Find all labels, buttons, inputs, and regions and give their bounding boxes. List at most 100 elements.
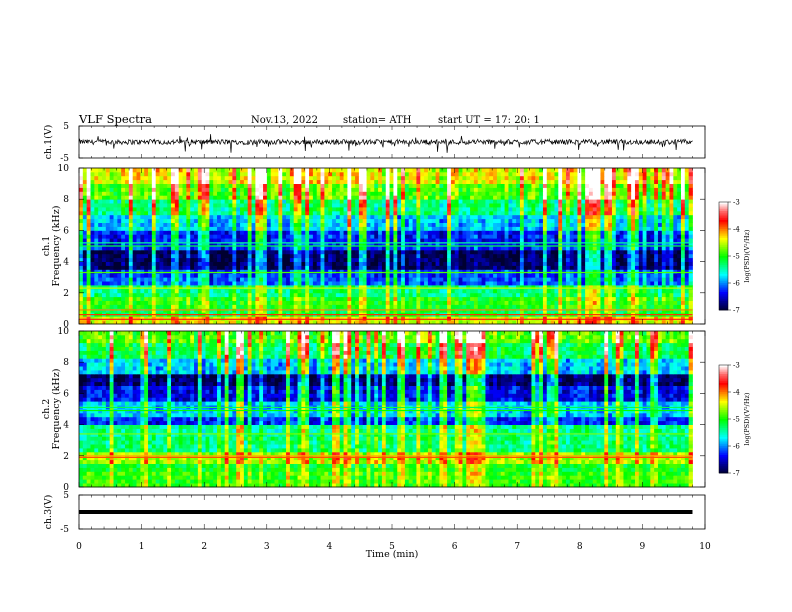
ch1-spectrogram-cell bbox=[408, 300, 413, 305]
ch1-spectrogram-cell bbox=[615, 288, 621, 294]
ch1-spectrogram-cell bbox=[247, 218, 252, 223]
ch1-spectrogram-cell bbox=[320, 203, 325, 208]
ch1-spectrogram-cell bbox=[458, 249, 463, 255]
ch1-spectrogram-cell bbox=[577, 281, 582, 286]
ch1-spectrogram-cell bbox=[182, 273, 187, 278]
ch1-spectrogram-cell bbox=[370, 261, 375, 266]
ch1-spectrogram-cell bbox=[565, 210, 571, 216]
ch1-spectrogram-cell bbox=[680, 230, 686, 235]
ch1-spectrogram-cell bbox=[301, 257, 306, 262]
ch1-spectrogram-cell bbox=[558, 277, 563, 282]
ch1-spectrogram-cell bbox=[343, 249, 348, 255]
ch1-spectrogram-cell bbox=[477, 269, 482, 274]
ch1-spectrogram-cell bbox=[661, 230, 667, 235]
ch1-spectrogram-cell bbox=[608, 261, 613, 266]
ch1-spectrogram-cell bbox=[588, 249, 594, 255]
ch1-spectrogram-cell bbox=[151, 230, 157, 235]
ch1-spectrogram-cell bbox=[427, 292, 433, 298]
ch1-spectrogram-cell bbox=[523, 316, 528, 321]
ch1-spectrogram-cell bbox=[286, 273, 291, 278]
ch1-spectrogram-cell bbox=[362, 285, 367, 290]
ch1-spectrogram-cell bbox=[608, 214, 613, 220]
ch1-spectrogram-cell bbox=[558, 249, 563, 255]
ch1-spectrogram-cell bbox=[328, 265, 333, 270]
ch1-spectrogram-cell bbox=[178, 288, 183, 294]
ch1-spectrogram-cell bbox=[585, 214, 590, 220]
ch1-spectrogram-cell bbox=[374, 300, 379, 305]
ch1-spectrogram-cell bbox=[263, 253, 268, 259]
ch1-spectrogram-cell bbox=[535, 304, 540, 309]
ch1-spectrogram-cell bbox=[247, 288, 252, 294]
ch1-spectrogram-cell bbox=[573, 222, 578, 227]
ch1-spectrogram-cell bbox=[309, 246, 314, 251]
ch1-spectrogram-cell bbox=[573, 281, 578, 286]
ch1-spectrogram-cell bbox=[125, 242, 130, 247]
ch1-spectrogram-cell bbox=[496, 300, 502, 305]
ch1-spectrogram-cell bbox=[611, 269, 617, 274]
ch1-spectrogram-cell bbox=[270, 285, 275, 290]
ch1-spectrogram-cell bbox=[144, 261, 149, 266]
ch1-spectrogram-cell bbox=[688, 226, 693, 231]
ch1-spectrogram-cell bbox=[182, 320, 187, 325]
ch1-spectrogram-cell bbox=[504, 316, 509, 321]
ch1-spectrogram-cell bbox=[485, 222, 490, 227]
ch1-spectrogram-cell bbox=[619, 288, 624, 294]
ch1-spectrogram-cell bbox=[420, 214, 425, 220]
ch1-spectrogram-cell bbox=[512, 257, 517, 262]
ch1-spectrogram-cell bbox=[324, 281, 329, 286]
ch1-spectrogram-cell bbox=[305, 257, 310, 262]
ch1-spectrogram-cell bbox=[240, 265, 245, 270]
ch1-spectrogram-cell bbox=[136, 292, 141, 298]
ch1-spectrogram-cell bbox=[381, 261, 387, 266]
ch1-spectrogram-cell bbox=[470, 304, 475, 309]
ch1-spectrogram-cell bbox=[473, 207, 479, 212]
ch1-spectrogram-cell bbox=[328, 281, 333, 286]
ch1-spectrogram-cell bbox=[673, 242, 678, 247]
ch1-spectrogram-cell bbox=[125, 226, 130, 231]
ch1-spectrogram-cell bbox=[401, 246, 406, 251]
ch1-spectrogram-cell bbox=[646, 207, 651, 212]
ch1-spectrogram-cell bbox=[508, 242, 513, 247]
ch1-spectrogram-cell bbox=[608, 281, 613, 286]
ch1-spectrogram-cell bbox=[481, 210, 486, 216]
ch1-spectrogram-cell bbox=[623, 249, 628, 255]
ch1-spectrogram-cell bbox=[546, 296, 552, 301]
ch1-spectrogram-cell bbox=[282, 292, 287, 298]
ch1-spectrogram-cell bbox=[355, 257, 360, 262]
ch1-spectrogram-cell bbox=[458, 292, 463, 298]
ch1-spectrogram-cell bbox=[209, 210, 214, 216]
ch1-spectrogram-cell bbox=[638, 316, 644, 321]
ch1-spectrogram-cell bbox=[450, 281, 456, 286]
ch1-spectrogram-cell bbox=[197, 246, 203, 251]
ch1-spectrogram-cell bbox=[450, 292, 456, 298]
ch1-spectrogram-cell bbox=[232, 273, 237, 278]
ch1-spectrogram-cell bbox=[427, 273, 433, 278]
ch1-spectrogram-cell bbox=[523, 288, 528, 294]
ch1-spectrogram-cell bbox=[489, 265, 494, 270]
ch1-spectrogram-cell bbox=[316, 265, 321, 270]
ch1-spectrogram-cell bbox=[217, 203, 222, 208]
ch1-spectrogram-cell bbox=[516, 320, 521, 325]
ch1-spectrogram-cell bbox=[397, 246, 402, 251]
ch1-spectrogram-cell bbox=[431, 218, 436, 223]
ch1-spectrogram-cell bbox=[182, 277, 187, 282]
ch1-spectrogram-cell bbox=[381, 320, 387, 325]
ch1-spectrogram-cell bbox=[631, 269, 636, 274]
ch1-spectrogram-cell bbox=[412, 288, 417, 294]
ch1-spectrogram-cell bbox=[186, 292, 191, 298]
ch1-spectrogram-cell bbox=[289, 316, 295, 321]
ch1-spectrogram-cell bbox=[627, 214, 632, 220]
ch1-spectrogram-cell bbox=[301, 249, 306, 255]
ch1-spectrogram-cell bbox=[439, 226, 444, 231]
ch1-spectrogram-cell bbox=[592, 265, 598, 270]
ch1-spectrogram-cell bbox=[286, 296, 291, 301]
ch1-spectrogram-cell bbox=[688, 281, 693, 286]
ch1-spectrogram-cell bbox=[412, 269, 417, 274]
ch1-spectrogram-cell bbox=[516, 238, 521, 243]
ch1-spectrogram-cell bbox=[213, 230, 218, 235]
ch1-spectrogram-cell bbox=[466, 300, 471, 305]
ch1-spectrogram-cell bbox=[113, 277, 118, 282]
ch1-spectrogram-cell bbox=[117, 320, 122, 325]
ch1-spectrogram-cell bbox=[562, 316, 567, 321]
ch1-spectrogram-cell bbox=[128, 320, 134, 325]
